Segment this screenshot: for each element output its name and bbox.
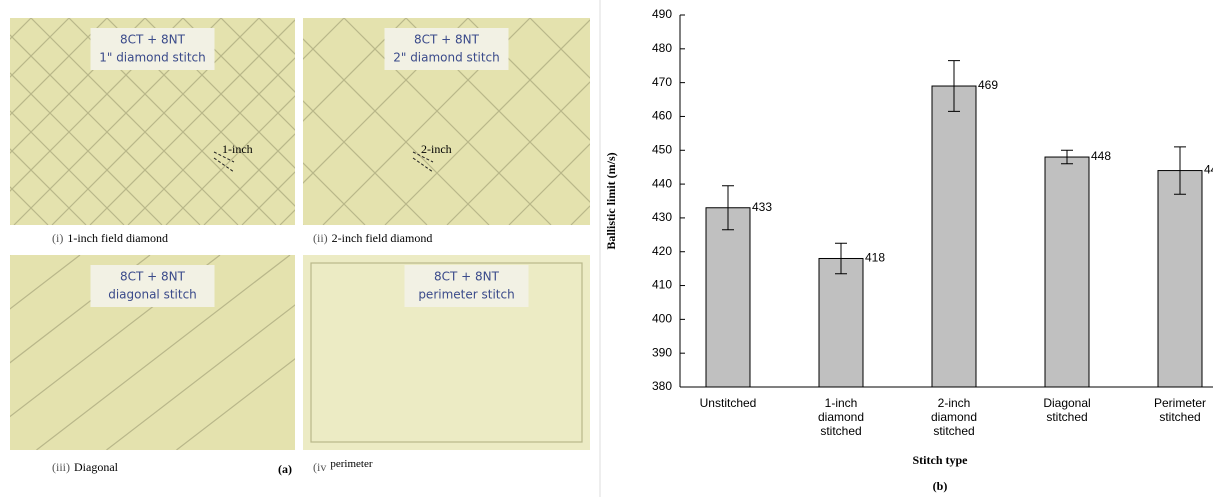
x-axis-title: Stitch type (913, 453, 969, 467)
handwritten-note: 8CT + 8NT (434, 270, 500, 284)
caption-text: perimeter (330, 458, 372, 470)
y-tick-label: 480 (652, 41, 672, 55)
y-tick-label: 420 (652, 244, 672, 258)
value-label: 448 (1091, 149, 1111, 163)
y-tick-label: 380 (652, 379, 672, 393)
y-tick-label: 490 (652, 7, 672, 21)
panel-label: (b) (933, 479, 948, 493)
value-label: 418 (865, 251, 885, 265)
figure: (a) (b) Stitch type Ballistic limit (m/s… (0, 0, 1213, 497)
handwritten-note: diagonal stitch (108, 288, 197, 302)
photo-caption: (iv perimeter (313, 458, 373, 474)
stitch-line (571, 18, 778, 225)
handwritten-note: 8CT + 8NT (414, 33, 480, 47)
x-tick-label: Unstitched (700, 396, 757, 410)
value-label: 469 (978, 78, 998, 92)
bar (819, 258, 863, 387)
y-tick-label: 450 (652, 142, 672, 156)
y-tick-label: 470 (652, 75, 672, 89)
bar (1158, 171, 1202, 387)
caption-text: 2-inch field diamond (332, 231, 433, 245)
handwritten-note: 8CT + 8NT (120, 33, 186, 47)
dimension-label: 2-inch (421, 142, 452, 156)
caption-text: 1-inch field diamond (67, 231, 168, 245)
caption-number: (iv (313, 460, 326, 474)
y-tick-label: 440 (652, 176, 672, 190)
value-label: 444 (1204, 163, 1213, 177)
handwritten-note: 2" diamond stitch (393, 51, 500, 65)
caption-number: (ii) (313, 231, 328, 245)
bar (1045, 157, 1089, 387)
y-axis-title: Ballistic limit (m/s) (604, 152, 618, 249)
value-label: 433 (752, 200, 772, 214)
y-tick-label: 410 (652, 278, 672, 292)
y-tick-label: 400 (652, 312, 672, 326)
stitch-line (654, 18, 861, 225)
handwritten-note: 1" diamond stitch (99, 51, 206, 65)
y-tick-label: 390 (652, 345, 672, 359)
y-tick-label: 460 (652, 109, 672, 123)
stitch-line (0, 255, 10, 450)
stitch-line (592, 18, 799, 225)
photo: 8CT + 8NT perimeter stitch (303, 255, 590, 450)
y-tick-label: 430 (652, 210, 672, 224)
caption-number: (i) (52, 231, 63, 245)
photo-caption: (iii) Diagonal (52, 460, 119, 474)
caption-number: (iii) (52, 460, 70, 474)
panel-label: (a) (278, 462, 292, 476)
stitch-line (716, 18, 923, 225)
handwritten-note: 8CT + 8NT (120, 270, 186, 284)
bar (706, 208, 750, 387)
handwritten-note: perimeter stitch (418, 288, 514, 302)
bar (932, 86, 976, 387)
photo-caption: (i) 1-inch field diamond (52, 231, 168, 245)
caption-text: Diagonal (74, 460, 119, 474)
stitch-line (0, 18, 10, 225)
dimension-label: 1-inch (222, 142, 253, 156)
photo-caption: (ii) 2-inch field diamond (313, 231, 432, 245)
